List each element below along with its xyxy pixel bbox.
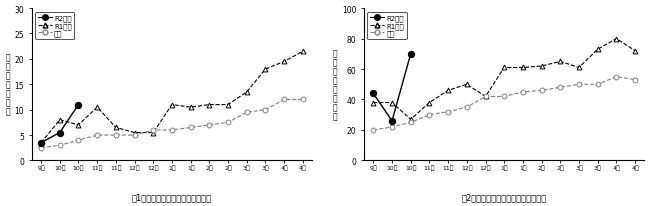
Legend: R2植付, R1植付, 平年: R2植付, R1植付, 平年 bbox=[35, 13, 75, 40]
Y-axis label: 寄
生
株
率
（
％
）: 寄 生 株 率 （ ％ ） bbox=[6, 54, 10, 116]
Legend: R2植付, R1植付, 平年: R2植付, R1植付, 平年 bbox=[367, 13, 407, 40]
Text: 図2　いちご　ハダニ類　発生圃場率: 図2 いちご ハダニ類 発生圃場率 bbox=[462, 193, 547, 202]
Y-axis label: 発
生
圃
場
率
（
％
）: 発 生 圃 場 率 （ ％ ） bbox=[333, 49, 337, 121]
Text: 図1　いちご　ハダニ類　寄生株率: 図1 いちご ハダニ類 寄生株率 bbox=[132, 193, 212, 202]
